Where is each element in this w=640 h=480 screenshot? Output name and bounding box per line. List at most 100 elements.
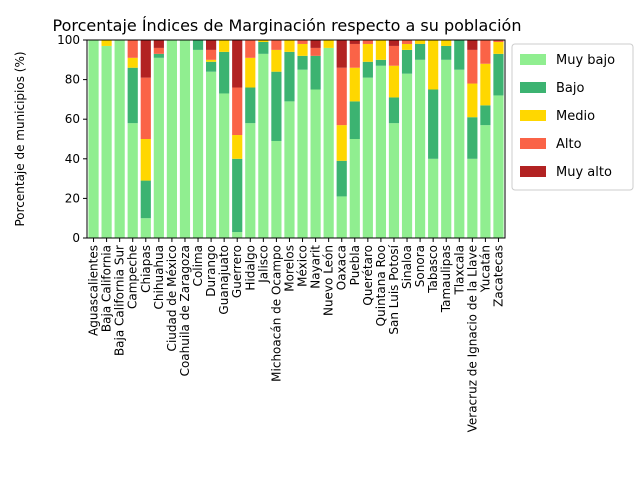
bar-segment-alto: [388, 45, 400, 66]
x-tick-label: Quintana Roo: [374, 245, 388, 326]
bar-segment-alto: [349, 43, 360, 68]
x-tick-label: San Luis Potosí: [387, 244, 401, 334]
bar-segment-bajo: [219, 51, 230, 94]
bar-segment-medio: [101, 40, 112, 46]
bar-segment-muy-bajo: [101, 45, 112, 238]
bar-segment-medio: [375, 40, 386, 60]
bar-segment-bajo: [127, 67, 138, 124]
bar-segment-alto: [467, 49, 478, 84]
bar-segment-bajo: [388, 97, 400, 124]
bar-segment-alto: [362, 40, 373, 44]
x-tick-label: Sonora: [413, 245, 427, 287]
bar-segment-bajo: [192, 40, 204, 50]
x-tick-label: Campeche: [126, 245, 140, 309]
bar-segment-bajo: [480, 105, 491, 126]
x-tick-label: Chihuahua: [152, 245, 166, 309]
bar-segment-muy-bajo: [232, 232, 243, 238]
y-tick-label: 100: [57, 33, 80, 47]
x-tick-label: Tabasco: [426, 245, 440, 294]
bar-segment-alto: [140, 77, 151, 139]
bar-segment-bajo: [441, 45, 452, 60]
bar-segment-muy-bajo: [336, 196, 347, 238]
bar-segment-bajo: [375, 59, 386, 66]
bar-segment-bajo: [454, 40, 465, 70]
legend-swatch: [520, 110, 546, 121]
bar-segment-medio: [441, 40, 452, 46]
x-tick-label: Aguascalientes: [87, 245, 101, 336]
y-axis-label: Porcentaje de municipios (%): [13, 51, 27, 226]
x-tick-label: Tlaxcala: [452, 245, 466, 296]
bar-segment-bajo: [284, 51, 295, 102]
bar-segment-muy-bajo: [454, 69, 465, 238]
bar-segment-medio: [245, 57, 256, 88]
bar-segment-medio: [467, 83, 478, 118]
bar-segment-alto: [493, 40, 504, 42]
bar-segment-muy-bajo: [88, 40, 99, 238]
bar-segment-alto: [310, 47, 321, 56]
y-tick-label: 20: [65, 191, 80, 205]
bar-segment-alto: [297, 40, 308, 44]
bar-segment-alto: [480, 40, 491, 64]
bar-segment-alto: [271, 40, 282, 50]
bar-segment-medio: [493, 41, 504, 54]
x-tick-label: Zacatecas: [491, 245, 505, 307]
bar-segment-bajo: [140, 180, 151, 219]
bar-segment-bajo: [401, 49, 413, 74]
bar-segment-muy-alto: [153, 40, 164, 48]
x-tick-label: Durango: [204, 245, 218, 297]
bar-segment-bajo: [467, 117, 478, 159]
x-tick-label: Nayarit: [309, 245, 323, 289]
bar-segment-medio: [349, 67, 360, 102]
bar-segment-bajo: [493, 53, 504, 96]
bar-segment-muy-bajo: [362, 77, 373, 239]
bar-segment-alto: [127, 40, 138, 58]
bar-segment-alto: [153, 47, 164, 54]
bar-segment-bajo: [258, 41, 269, 54]
bar-segment-muy-bajo: [153, 57, 164, 238]
legend-label: Medio: [556, 109, 595, 124]
bar-segment-muy-bajo: [428, 158, 439, 238]
bar-segment-muy-bajo: [192, 49, 204, 239]
legend-label: Alto: [556, 137, 582, 152]
bar-segment-medio: [219, 40, 230, 52]
bar-segment-bajo: [336, 160, 347, 197]
bar-segment-medio: [140, 139, 151, 181]
x-tick-label: Hidalgo: [243, 245, 257, 291]
bar-segment-muy-bajo: [271, 140, 282, 238]
bar-segment-bajo: [206, 61, 217, 72]
x-tick-label: Ciudad de México: [165, 245, 179, 351]
x-tick-label: Morelos: [282, 245, 296, 292]
legend-swatch: [520, 138, 546, 149]
bar-segment-muy-alto: [310, 40, 321, 48]
legend: Muy bajo Bajo Medio Alto Muy alto: [511, 43, 634, 191]
bar-segment-muy-bajo: [245, 123, 256, 238]
bar-segment-medio: [401, 43, 413, 50]
bar-segment-medio: [206, 59, 217, 62]
bar-segment-muy-bajo: [166, 40, 177, 238]
x-tick-label: Baja California Sur: [113, 245, 127, 356]
bar-segment-muy-bajo: [179, 40, 191, 238]
bar-segment-medio: [415, 40, 426, 44]
bar-segment-muy-bajo: [493, 95, 504, 238]
x-tick-label: Veracruz de Ignacio de la Llave: [465, 245, 479, 432]
bar-segment-medio: [297, 43, 308, 56]
bar-segment-medio: [258, 40, 269, 42]
bar-segment-muy-bajo: [415, 59, 426, 238]
legend-swatch: [520, 166, 546, 177]
bar-segment-muy-bajo: [375, 65, 386, 239]
chart-title: Porcentaje Índices de Marginación respec…: [53, 16, 522, 35]
bar-segment-medio: [388, 65, 400, 98]
x-tick-label: Jalisco: [256, 245, 270, 284]
x-tick-label: Querétaro: [361, 245, 375, 306]
bar-segment-medio: [284, 40, 295, 52]
x-tick-label: Coahuila de Zaragoza: [178, 245, 192, 376]
x-tick-label: Tamaulipas: [439, 245, 453, 313]
bar-segment-medio: [323, 40, 334, 48]
bar-segment-medio: [480, 63, 491, 106]
legend-label: Muy alto: [556, 165, 612, 180]
bar-segment-muy-bajo: [401, 73, 413, 238]
x-tick-label: Michoacán de Ocampo: [269, 245, 283, 382]
bar-segment-medio: [127, 57, 138, 68]
x-tick-label: Yucatán: [478, 245, 492, 293]
